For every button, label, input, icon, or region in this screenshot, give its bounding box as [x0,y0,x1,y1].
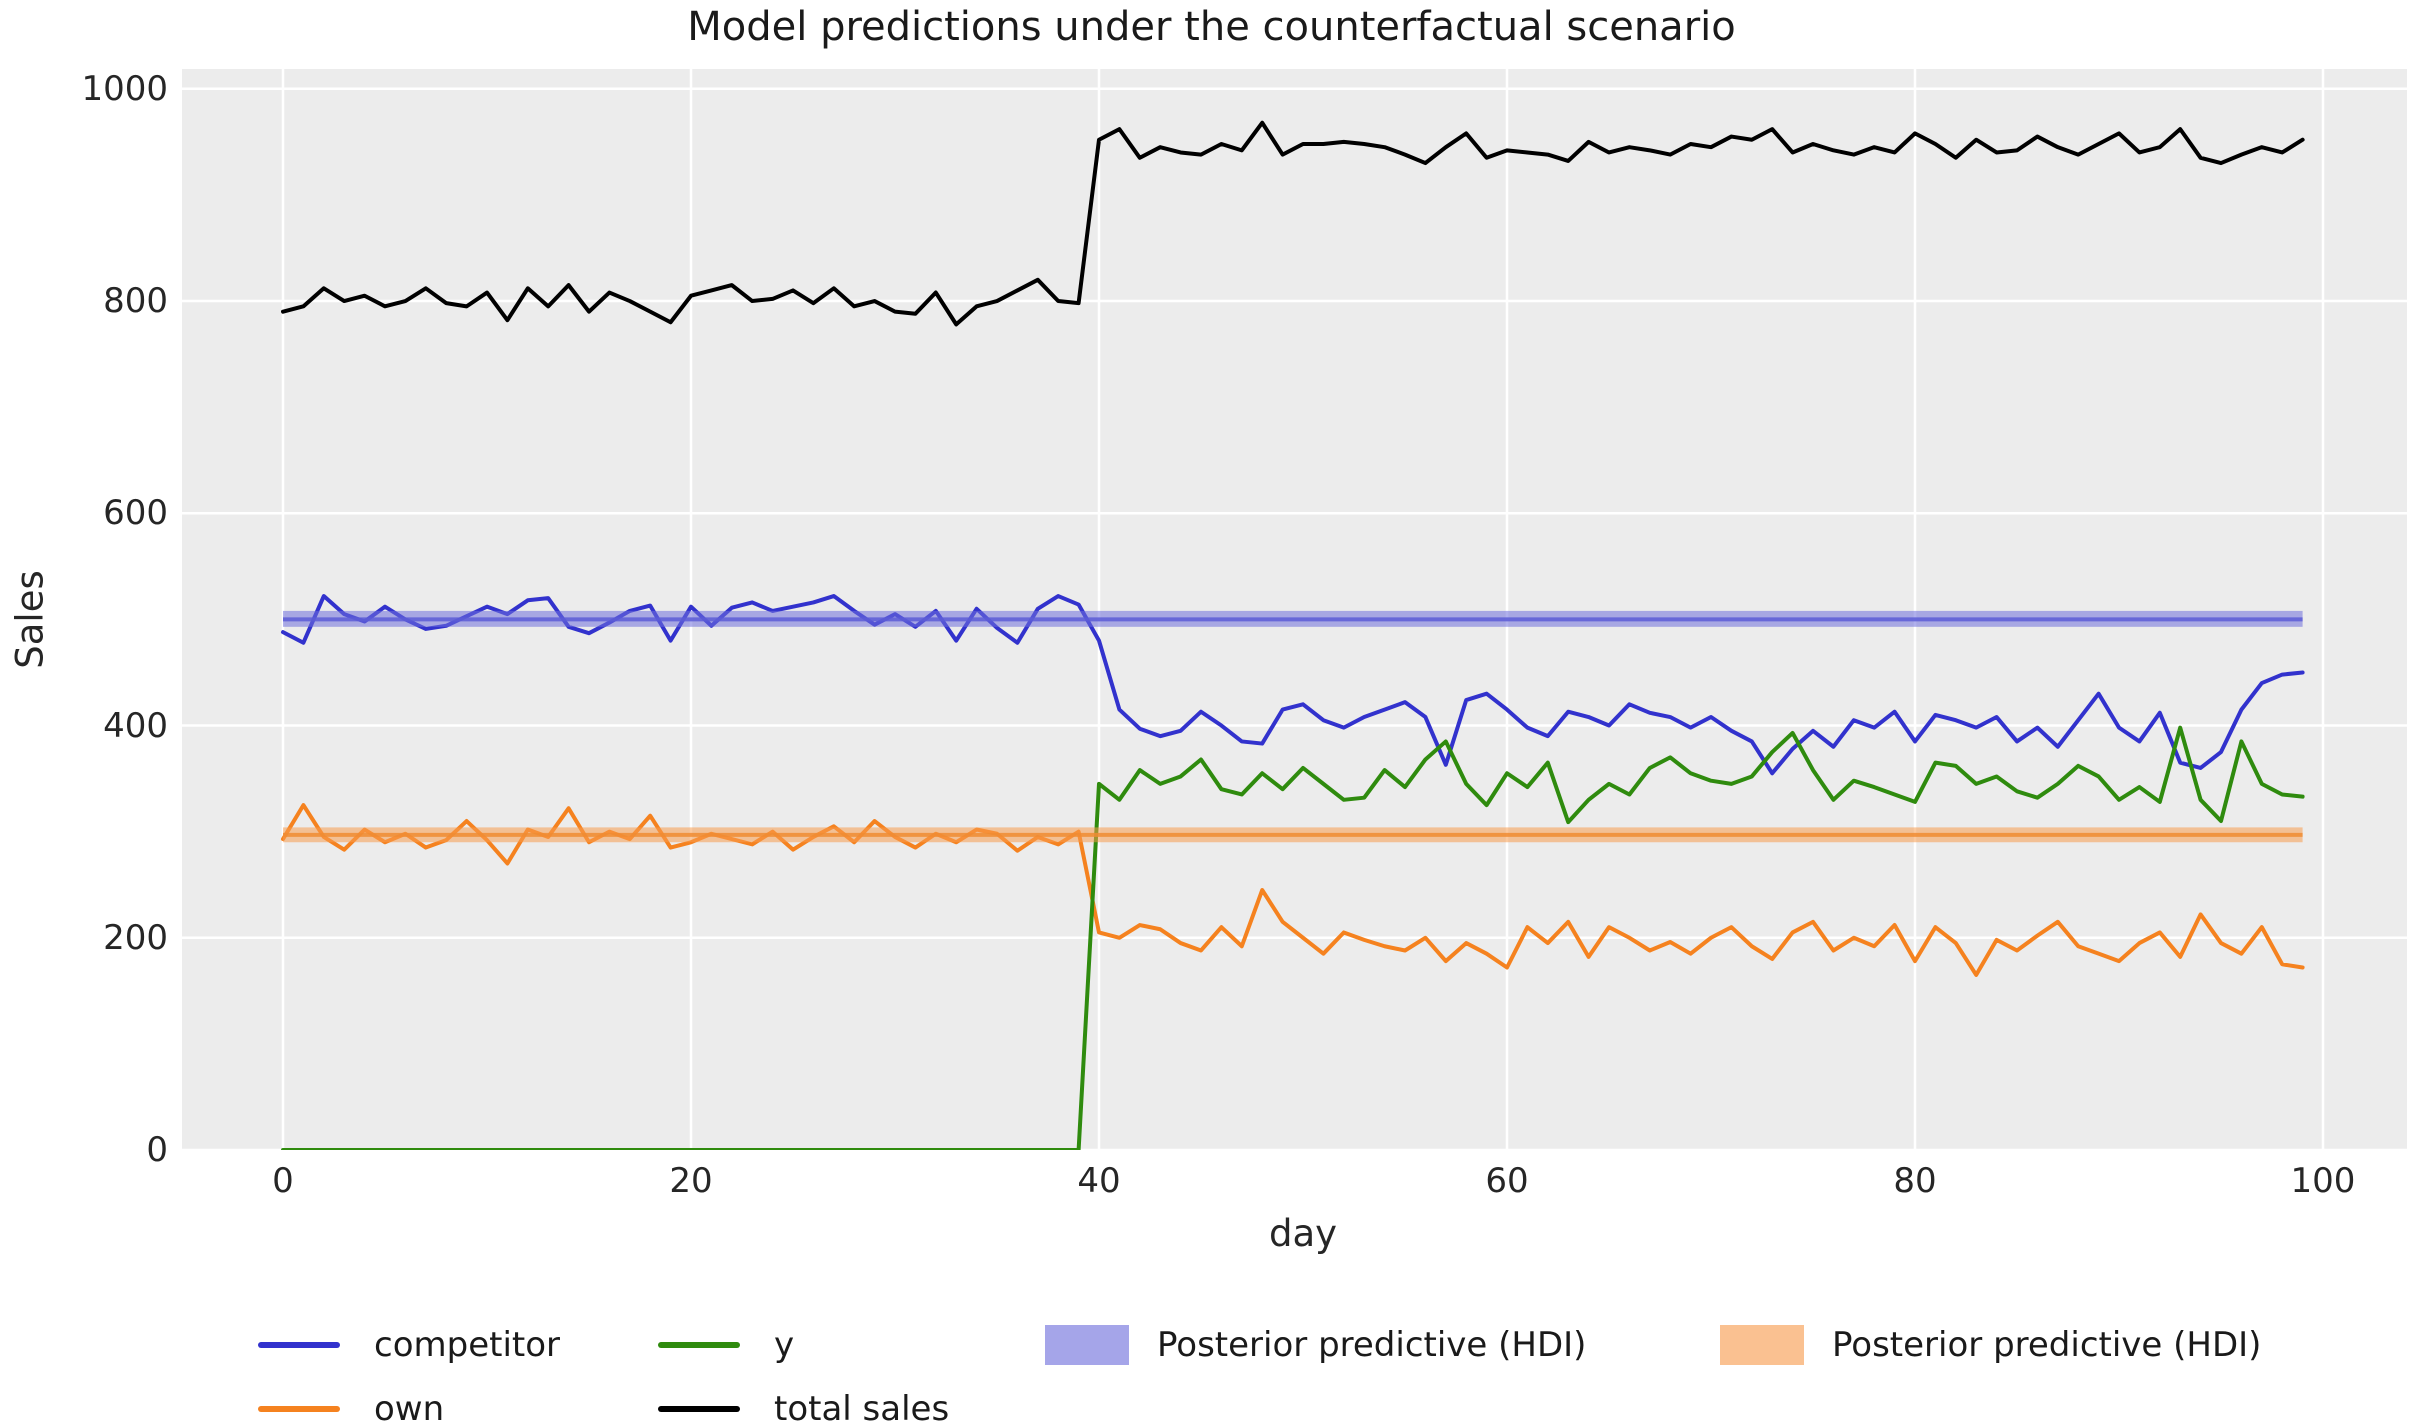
legend-label: Posterior predictive (HDI) [1157,1325,1587,1365]
x-tick-label: 40 [1077,1161,1121,1201]
y-axis-label: Sales [8,570,52,669]
legend-item-own: own [258,1384,444,1423]
x-tick-label: 80 [1893,1161,1937,1201]
x-axis-label: day [1268,1212,1338,1255]
x-tick-label: 0 [272,1161,294,1201]
legend-label: competitor [374,1325,561,1365]
plot-canvas [182,69,2407,1150]
series-total-sales-line [281,120,2305,327]
competitor-line-swatch [258,1342,340,1348]
y-line-swatch [658,1342,740,1348]
hdi-blue-patch-swatch [1045,1325,1129,1365]
legend-item-competitor: competitor [258,1320,560,1370]
plot-area [182,69,2407,1150]
legend-label: total sales [774,1389,950,1423]
y-tick-label: 1000 [81,68,168,109]
y-tick-label: 0 [146,1130,168,1170]
legend-label: own [374,1389,445,1423]
x-tick-label: 100 [2290,1161,2356,1201]
own-line-swatch [258,1406,340,1412]
x-tick-label: 60 [1485,1161,1529,1201]
y-tick-label: 200 [103,917,168,958]
y-tick-label: 600 [103,493,168,534]
total-sales-line-swatch [658,1406,740,1412]
series-y-line [281,725,2305,1150]
legend-item-hdi-orange: Posterior predictive (HDI) [1720,1320,2261,1370]
y-tick-label: 800 [103,281,168,322]
legend-item-total-sales: total sales [658,1384,949,1423]
legend-item-hdi-blue: Posterior predictive (HDI) [1045,1320,1586,1370]
legend-label: y [774,1325,795,1365]
y-tick-label: 400 [103,705,168,746]
hdi-orange-patch-swatch [1720,1325,1804,1365]
legend-item-y: y [658,1320,794,1370]
legend-label: Posterior predictive (HDI) [1832,1325,2262,1365]
chart-title: Model predictions under the counterfactu… [687,4,1736,50]
x-tick-label: 20 [669,1161,713,1201]
